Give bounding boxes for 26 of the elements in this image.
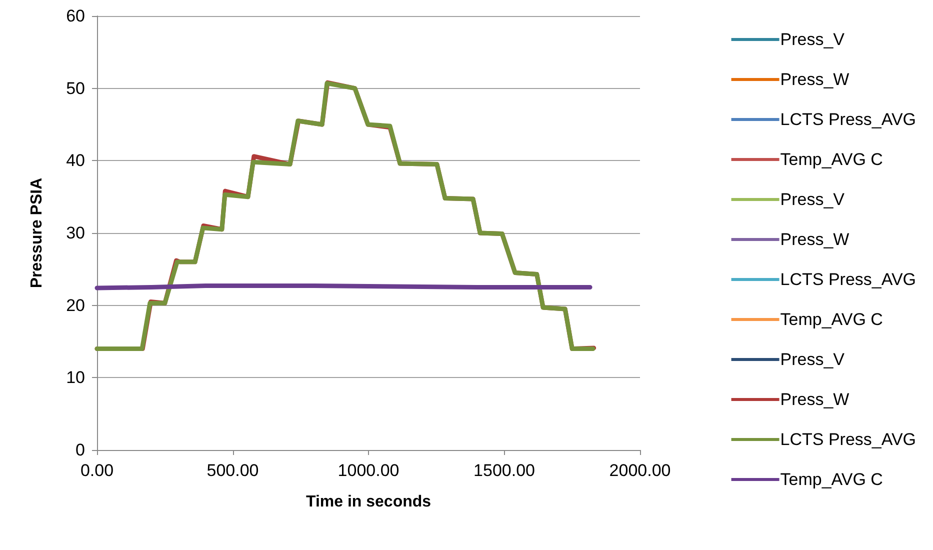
x-axis-title: Time in seconds	[306, 494, 432, 510]
x-tick-label: 0.00	[80, 461, 114, 480]
legend-label: Temp_AVG C	[780, 310, 883, 329]
y-tick-label: 0	[76, 440, 85, 460]
x-tick-label: 1500.00	[474, 461, 535, 480]
legend-label: Press_W	[780, 230, 850, 249]
legend-label: Temp_AVG C	[780, 470, 883, 489]
y-tick-label: 50	[66, 78, 85, 98]
legend-label: Press_V	[780, 190, 846, 209]
x-tick-label: 2000.00	[609, 461, 671, 480]
legend-label: LCTS Press_AVG	[780, 110, 916, 129]
y-tick-label: 20	[66, 296, 85, 315]
y-tick-label: 60	[66, 6, 85, 26]
y-tick-label: 30	[66, 224, 85, 242]
legend-label: Press_V	[780, 350, 846, 369]
y-tick-label: 40	[66, 151, 85, 170]
x-tick-label: 1000.00	[338, 461, 400, 480]
x-tick-label: 500.00	[206, 461, 259, 480]
legend-label: Press_W	[780, 70, 850, 89]
legend-label: Press_V	[780, 30, 846, 49]
y-axis-title: Pressure PSIA	[28, 177, 46, 288]
legend-label: Press_W	[780, 390, 850, 409]
legend-label: LCTS Press_AVG	[780, 430, 916, 449]
y-tick-label: 10	[66, 368, 85, 388]
legend-label: Temp_AVG C	[780, 150, 883, 169]
legend-label: LCTS Press_AVG	[780, 270, 916, 289]
